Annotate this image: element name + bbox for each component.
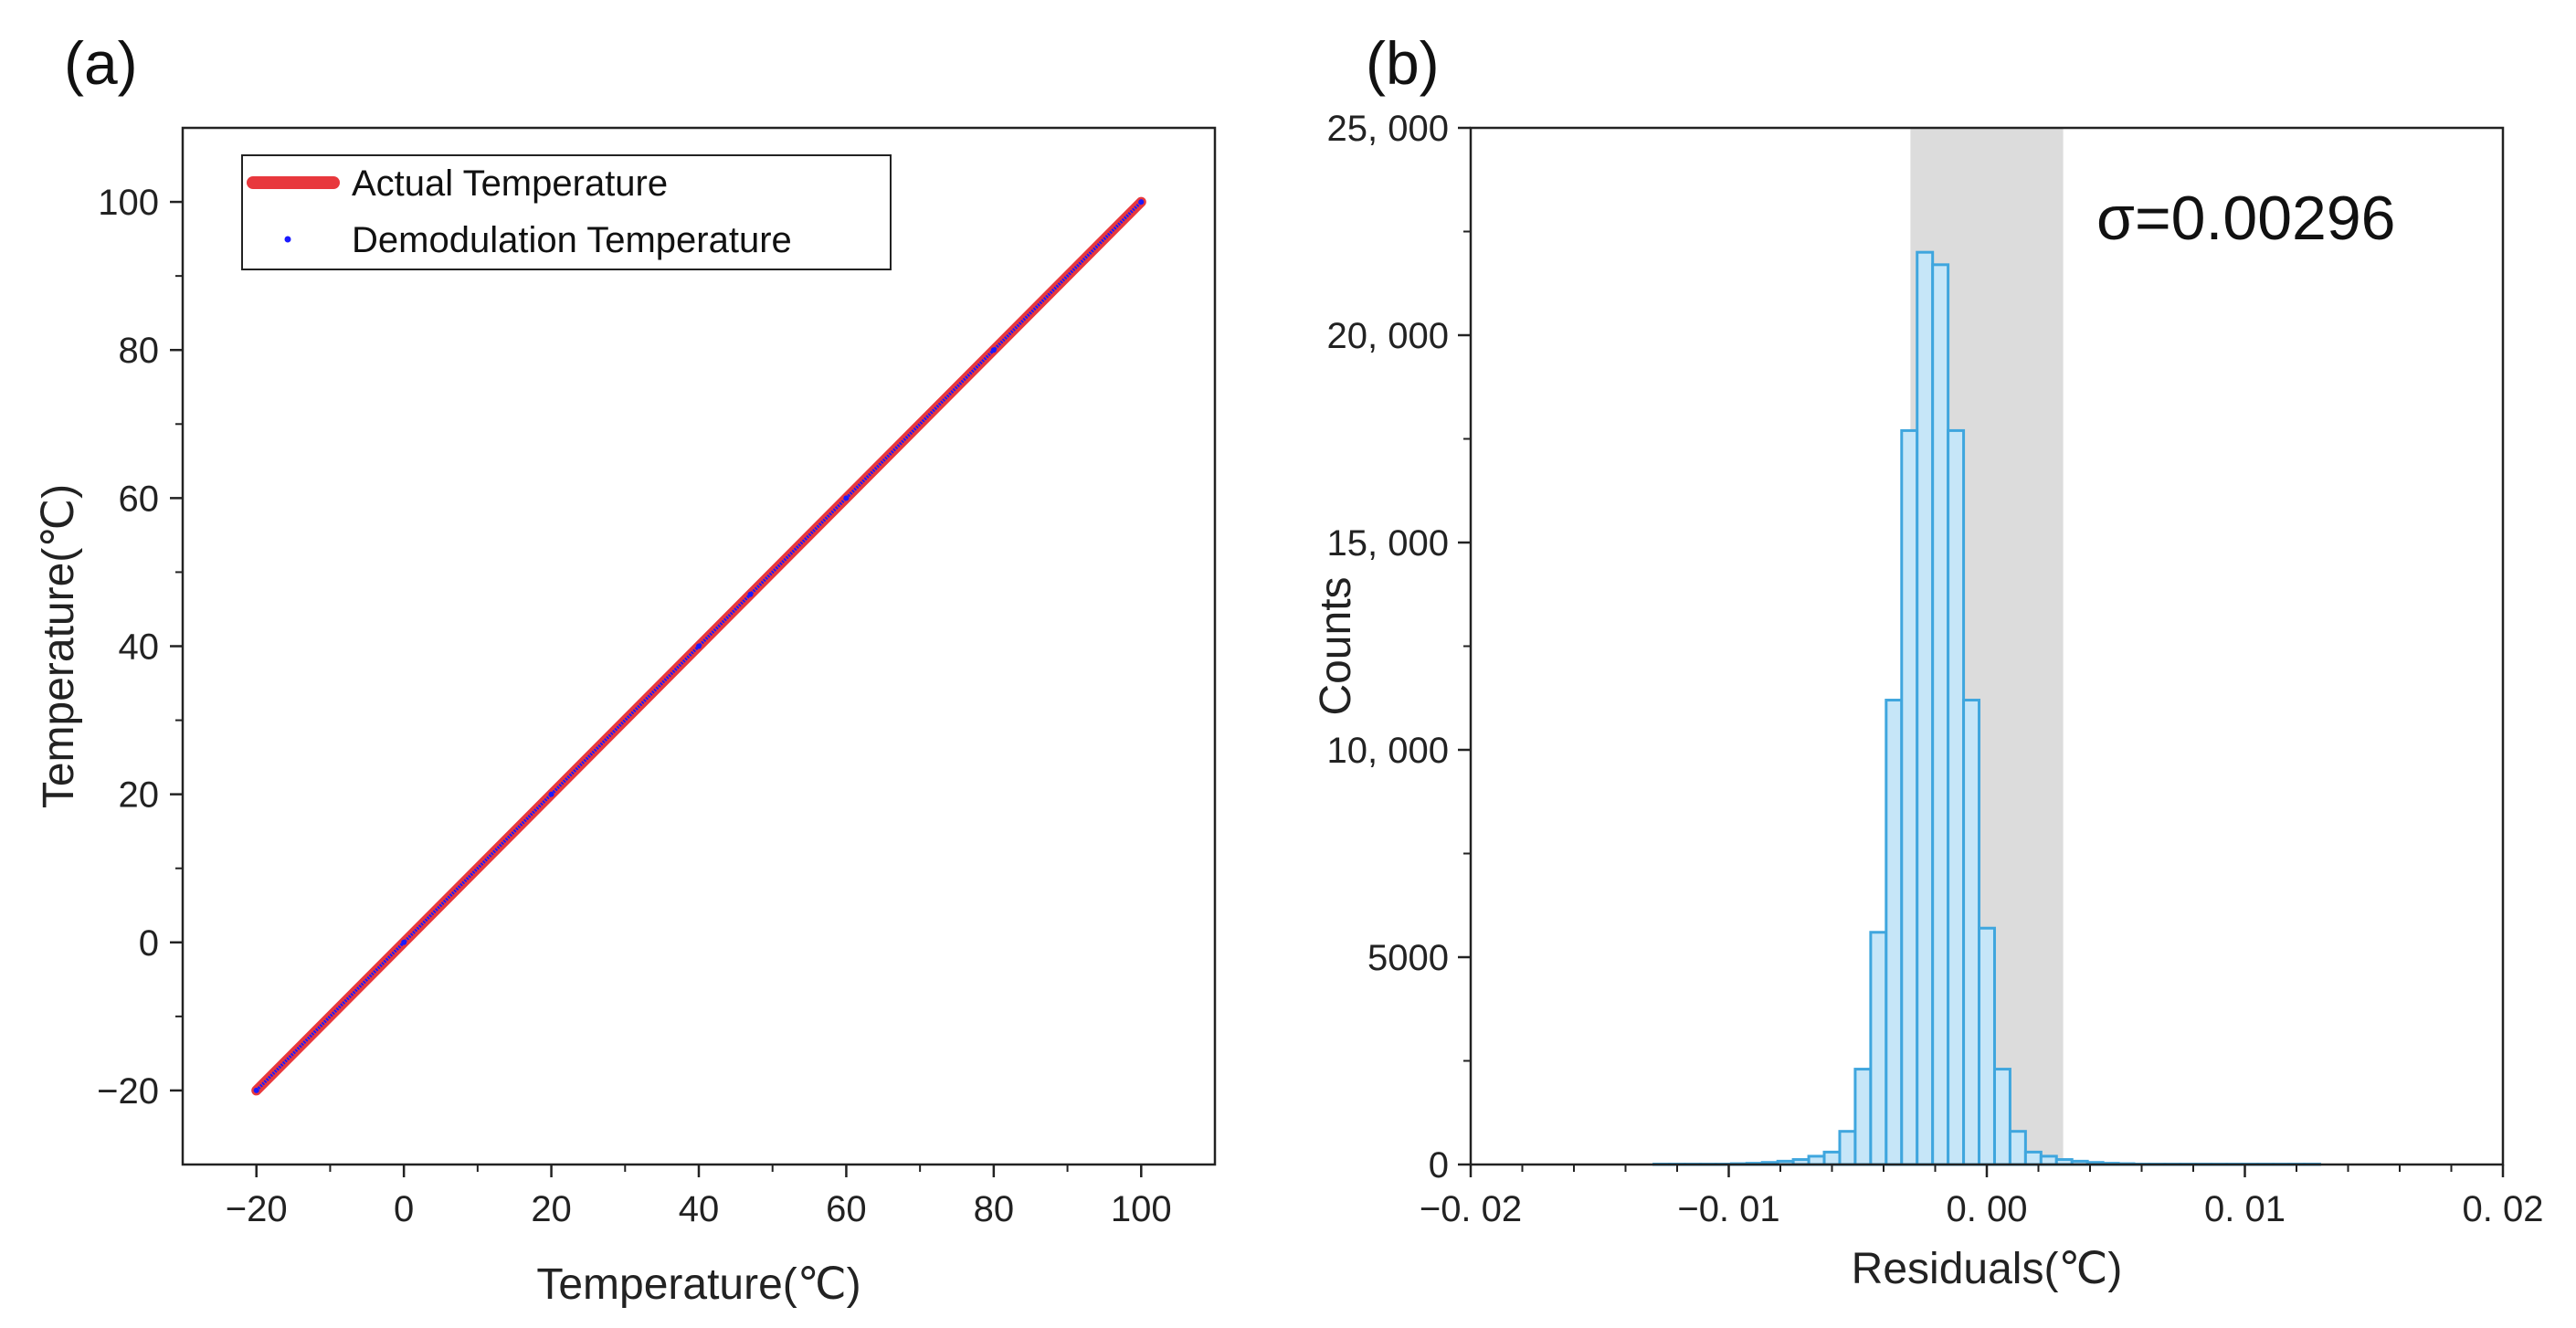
chart-a-y-tick-label: 80 [119,331,160,371]
chart-b-y-axis-title: Counts [1312,576,1360,715]
chart-b-ticks: −0. 02 −0. 01 0. 00 0. 01 0. 02 0 5000 10, 000 1… [1327,109,2544,1229]
chart-a-y-axis-title: Temperature(℃) [35,484,83,808]
demodulation-point [747,591,754,597]
histogram-bar [1978,926,1996,1166]
panel-a: (a) −20 0 20 40 60 80 100 −20 0 20 40 60 80 100 Actua… [35,29,1217,1309]
chart-b-x-axis-title: Residuals(℃) [1852,1245,2123,1293]
histogram-bar [2023,1150,2043,1166]
chart-b-x-tick-label: −0. 02 [1420,1189,1522,1229]
chart-b-y-tick-label: 25, 000 [1327,109,1449,149]
panel-b-label: (b) [1366,29,1440,97]
histogram-bar [1992,1068,2011,1166]
chart-a-svg: (a) −20 0 20 40 60 80 100 −20 0 20 40 60 80 100 Actua… [35,29,1217,1309]
demodulation-point [696,643,702,649]
demodulation-point [1138,199,1145,206]
chart-a-y-tick-label: 0 [139,923,159,964]
chart-a-x-tick-label: 80 [974,1189,1015,1229]
chart-a-y-tick-label: 40 [119,627,160,668]
histogram-bar [1931,263,1950,1166]
chart-a-x-tick-label: 20 [531,1189,572,1229]
chart-a-y-tick-label: −20 [97,1071,159,1112]
chart-b-y-tick-label: 5000 [1367,938,1449,978]
histogram-bar [2008,1130,2027,1166]
histogram-bar [1822,1150,1842,1166]
legend-swatch-demodulation [284,236,291,243]
chart-b-x-tick-label: 0. 01 [2204,1189,2286,1229]
chart-b-y-tick-label: 0 [1429,1145,1449,1186]
chart-b-y-tick-label: 20, 000 [1327,316,1449,356]
chart-a-x-tick-label: −20 [226,1189,288,1229]
chart-b-svg: (b) −0. 02 −0. 01 0. 00 0. 01 0. 02 0 5000 10, … [1312,29,2544,1293]
histogram-bar [1962,699,1981,1166]
chart-b-x-tick-label: −0. 01 [1677,1189,1779,1229]
chart-b-x-tick-label: 0. 00 [1947,1189,2028,1229]
histogram-bar [1900,428,1919,1166]
histogram-bar [1838,1130,1857,1166]
panel-b: (b) −0. 02 −0. 01 0. 00 0. 01 0. 02 0 5000 10, … [1288,0,2576,1328]
legend-label-actual: Actual Temperature [352,163,668,204]
histogram-bar [1807,1154,1826,1166]
chart-a-y-tick-label: 20 [119,775,160,816]
histogram-bar [1869,931,1888,1166]
chart-b-x-tick-label: 0. 02 [2463,1189,2544,1229]
chart-a-series [251,196,1146,1096]
demodulation-point [990,347,997,353]
sigma-annotation: σ=0.00296 [2096,184,2395,253]
legend-box [241,154,892,270]
chart-a-y-tick-label: 60 [119,479,160,519]
histogram-bar [2039,1154,2058,1166]
legend-label-demodulation: Demodulation Temperature [352,220,792,260]
histogram-bar [1853,1068,1873,1166]
chart-b-y-tick-label: 15, 000 [1327,523,1449,564]
demodulation-point [401,939,407,945]
chart-a-ticks: −20 0 20 40 60 80 100 −20 0 20 40 60 80 100 [97,183,1172,1229]
histogram-bar [1947,428,1966,1166]
histogram-bar [1884,699,1904,1166]
chart-a-x-axis-title: Temperature(℃) [536,1260,860,1309]
histogram-bar [1916,250,1935,1166]
chart-a-x-tick-label: 40 [679,1189,720,1229]
chart-a-x-tick-label: 60 [826,1189,867,1229]
chart-a-x-tick-label: 100 [1111,1189,1172,1229]
chart-a-x-tick-label: 0 [394,1189,414,1229]
panel-a-label: (a) [64,29,138,97]
chart-b-y-tick-label: 10, 000 [1327,731,1449,771]
demodulation-point [548,791,554,797]
chart-a-legend: Actual Temperature Demodulation Temperat… [241,154,892,270]
demodulation-point [843,495,850,501]
chart-a-y-tick-label: 100 [98,183,159,223]
demodulation-point [253,1087,259,1093]
